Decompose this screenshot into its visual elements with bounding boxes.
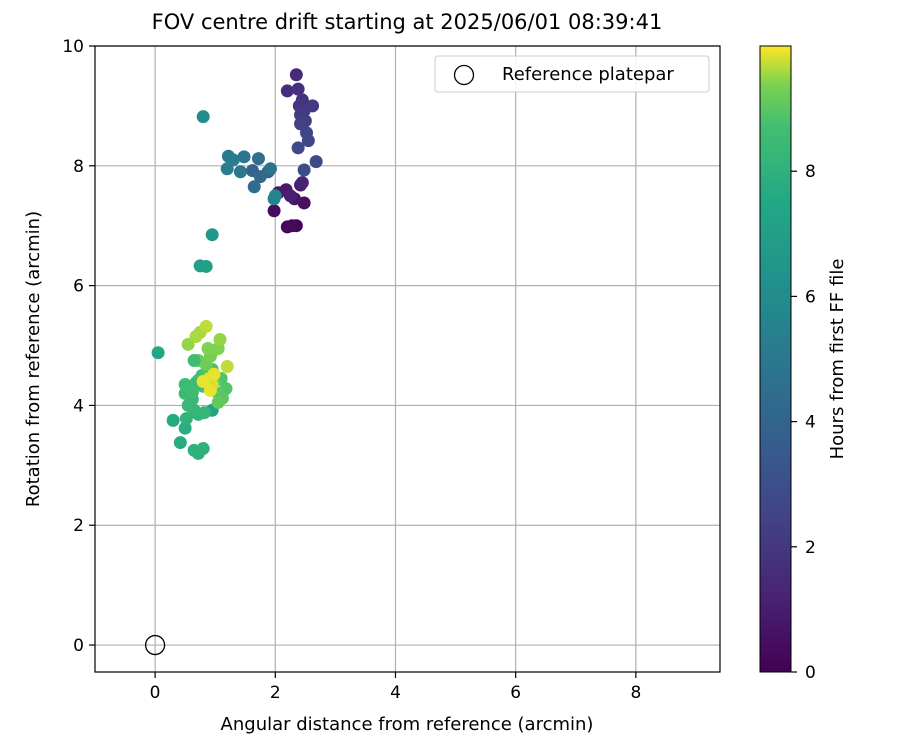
colorbar-tick-label: 4: [805, 413, 816, 433]
x-axis-ticks: 0 2 4 6 8: [150, 672, 641, 703]
y-tick-label: 6: [73, 277, 84, 297]
data-point: [178, 421, 192, 435]
chart-title: FOV centre drift starting at 2025/06/01 …: [152, 10, 663, 34]
colorbar-gradient: [759, 45, 792, 673]
data-point: [283, 189, 297, 203]
data-point: [199, 259, 213, 273]
legend-box: [434, 55, 710, 93]
data-point: [220, 359, 234, 373]
data-point: [301, 134, 315, 148]
x-axis-label: Angular distance from reference (arcmin): [221, 714, 594, 735]
data-point: [306, 99, 320, 113]
y-tick-label: 8: [73, 157, 84, 177]
plot-frame: [94, 45, 721, 673]
colorbar-tick-label: 0: [805, 663, 816, 683]
data-point: [309, 155, 323, 169]
data-point: [199, 319, 213, 333]
colorbar-ticks: 0 2 4 6 8: [791, 162, 816, 683]
y-axis-ticks: 0 2 4 6 8 10: [62, 37, 95, 656]
data-point: [280, 84, 294, 98]
data-point: [263, 162, 277, 176]
colorbar-tick-label: 2: [805, 538, 816, 558]
data-point: [179, 412, 193, 426]
data-point: [187, 353, 201, 367]
data-point: [268, 189, 282, 203]
x-tick-label: 8: [630, 683, 641, 703]
data-point: [213, 333, 227, 347]
data-point: [237, 150, 251, 164]
x-tick-label: 4: [390, 683, 401, 703]
legend: Reference platepar: [434, 55, 710, 93]
data-point: [233, 165, 247, 179]
data-point: [196, 374, 210, 388]
data-point: [291, 141, 305, 155]
colorbar-tick-label: 8: [805, 162, 816, 182]
reference-marker-layer: [144, 634, 166, 656]
data-point: [203, 383, 217, 397]
data-point: [201, 342, 215, 356]
data-point: [285, 219, 299, 233]
data-point: [166, 413, 180, 427]
x-tick-label: 2: [270, 683, 281, 703]
y-tick-label: 2: [73, 516, 84, 536]
colorbar-tick-label: 6: [805, 287, 816, 307]
data-point: [291, 82, 305, 96]
data-point: [253, 170, 267, 184]
y-tick-label: 4: [73, 396, 84, 416]
x-tick-label: 6: [510, 683, 521, 703]
reference-platepar-marker: [144, 634, 166, 656]
data-point: [251, 152, 265, 166]
data-point: [211, 395, 225, 409]
data-point: [297, 163, 311, 177]
data-point: [289, 68, 303, 82]
colorbar-label: Hours from first FF file: [827, 259, 848, 460]
legend-entry-label: Reference platepar: [502, 64, 674, 85]
data-point: [267, 204, 281, 218]
colorbar: 0 2 4 6 8 Hours from first FF file: [759, 45, 848, 683]
y-tick-label: 0: [73, 636, 84, 656]
data-point: [197, 406, 211, 420]
y-tick-label: 10: [62, 37, 84, 57]
data-point: [196, 110, 210, 124]
data-point: [185, 385, 199, 399]
legend-reference-marker-icon: [453, 64, 475, 86]
data-point: [207, 367, 221, 381]
x-tick-label: 0: [150, 683, 161, 703]
data-point: [151, 346, 165, 360]
data-point: [247, 180, 261, 194]
data-point: [196, 442, 210, 456]
data-point: [173, 436, 187, 450]
data-points: [151, 68, 323, 460]
data-point: [205, 228, 219, 242]
data-point: [220, 162, 234, 176]
data-point: [295, 176, 309, 190]
y-axis-label: Rotation from reference (arcmin): [23, 211, 44, 507]
